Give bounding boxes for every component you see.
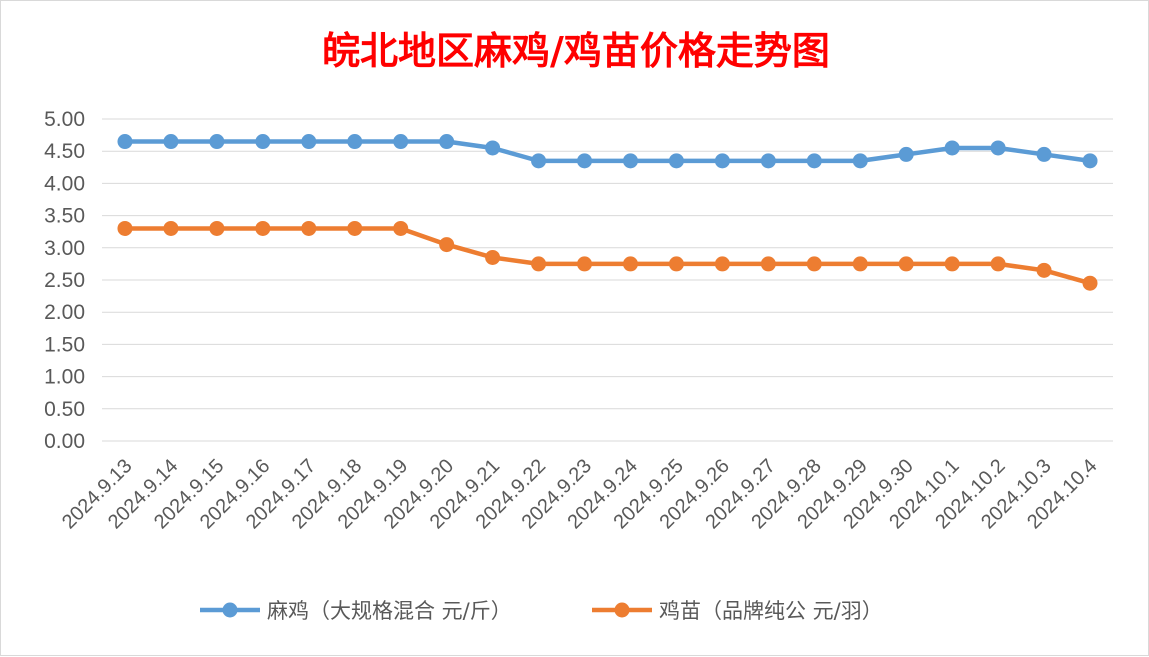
y-axis-ticks: 0.00 0.50 1.00 1.50 2.00 2.50 3.00 3.50 4.00 4.50… bbox=[44, 108, 85, 453]
data-point bbox=[209, 134, 225, 150]
data-point bbox=[1082, 275, 1098, 291]
data-point bbox=[301, 134, 317, 150]
data-point bbox=[393, 134, 409, 150]
y-tick-label: 0.00 bbox=[44, 430, 85, 453]
data-point bbox=[117, 220, 133, 236]
data-point bbox=[944, 256, 960, 272]
legend-item: 麻鸡（大规格混合 元/斤） bbox=[200, 599, 512, 623]
data-point bbox=[668, 256, 684, 272]
data-point bbox=[255, 220, 271, 236]
data-point bbox=[347, 134, 363, 150]
data-point bbox=[1036, 146, 1052, 162]
data-point bbox=[1036, 262, 1052, 278]
data-point bbox=[806, 153, 822, 169]
legend-item: 鸡苗（品牌纯公 元/羽） bbox=[592, 599, 883, 623]
data-point bbox=[760, 256, 776, 272]
data-point bbox=[852, 153, 868, 169]
data-point bbox=[714, 153, 730, 169]
series-line bbox=[122, 226, 1093, 286]
x-axis-ticks: 2024.9.132024.9.142024.9.152024.9.162024… bbox=[58, 455, 1102, 533]
data-point bbox=[760, 153, 776, 169]
y-tick-label: 2.50 bbox=[44, 269, 85, 292]
data-point bbox=[393, 220, 409, 236]
y-tick-label: 1.00 bbox=[44, 366, 85, 389]
data-point bbox=[255, 134, 271, 150]
data-point bbox=[347, 220, 363, 236]
legend-swatch-marker bbox=[222, 602, 238, 618]
data-point bbox=[439, 134, 455, 150]
data-point bbox=[209, 220, 225, 236]
data-point bbox=[301, 220, 317, 236]
legend-label: 麻鸡（大规格混合 元/斤） bbox=[267, 599, 512, 623]
data-point bbox=[852, 256, 868, 272]
y-tick-label: 4.00 bbox=[44, 172, 85, 195]
data-point bbox=[1082, 153, 1098, 169]
data-point bbox=[898, 146, 914, 162]
y-tick-label: 3.00 bbox=[44, 237, 85, 260]
data-point bbox=[485, 249, 501, 265]
data-point bbox=[485, 140, 501, 156]
data-point bbox=[531, 153, 547, 169]
gridlines bbox=[102, 118, 1113, 442]
y-tick-label: 5.00 bbox=[44, 108, 85, 131]
data-point bbox=[163, 134, 179, 150]
data-point bbox=[990, 256, 1006, 272]
data-point bbox=[898, 256, 914, 272]
legend: 麻鸡（大规格混合 元/斤） 鸡苗（品牌纯公 元/羽） bbox=[200, 599, 883, 623]
y-tick-label: 1.50 bbox=[44, 333, 85, 356]
data-point bbox=[531, 256, 547, 272]
y-tick-label: 0.50 bbox=[44, 398, 85, 421]
data-point bbox=[714, 256, 730, 272]
data-point bbox=[163, 220, 179, 236]
data-point bbox=[622, 153, 638, 169]
series-layer bbox=[117, 134, 1098, 291]
data-point bbox=[622, 256, 638, 272]
data-point bbox=[668, 153, 684, 169]
series-2 bbox=[117, 220, 1098, 291]
data-point bbox=[944, 140, 960, 156]
legend-label: 鸡苗（品牌纯公 元/羽） bbox=[659, 599, 883, 623]
data-point bbox=[577, 153, 593, 169]
legend-swatch-marker bbox=[614, 602, 630, 618]
series-line bbox=[122, 139, 1093, 164]
data-point bbox=[990, 140, 1006, 156]
y-tick-label: 3.50 bbox=[44, 205, 85, 228]
y-tick-label: 4.50 bbox=[44, 140, 85, 163]
data-point bbox=[117, 134, 133, 150]
y-tick-label: 2.00 bbox=[44, 301, 85, 324]
data-point bbox=[439, 237, 455, 253]
series-1 bbox=[117, 134, 1098, 169]
data-point bbox=[577, 256, 593, 272]
data-point bbox=[806, 256, 822, 272]
chart-title: 皖北地区麻鸡/鸡苗价格走势图 bbox=[322, 28, 830, 73]
